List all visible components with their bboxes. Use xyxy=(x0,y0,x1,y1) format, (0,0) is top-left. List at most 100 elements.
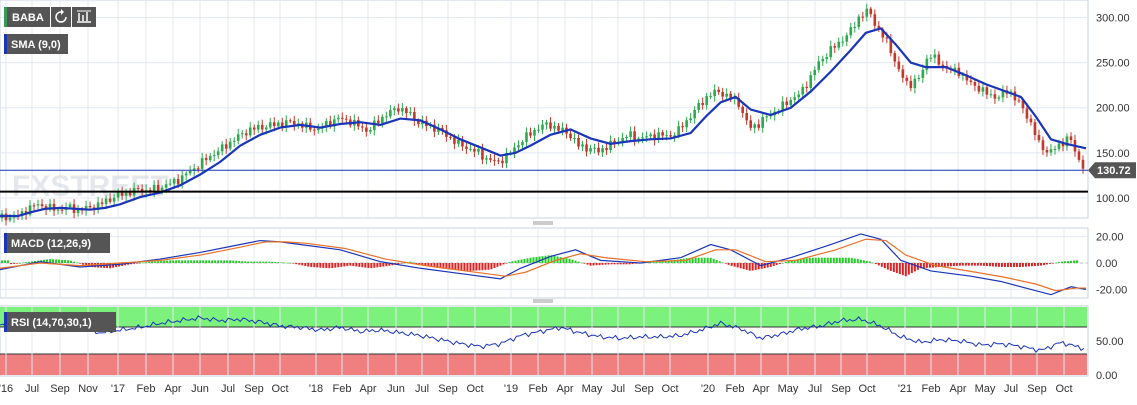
candle-body xyxy=(837,41,841,48)
panel-resize-handle[interactable] xyxy=(533,221,553,225)
macd-histogram-bar xyxy=(568,258,571,263)
macd-histogram-bar xyxy=(763,263,766,269)
macd-histogram-bar xyxy=(880,263,883,267)
macd-histogram-bar xyxy=(664,260,667,263)
candle-body xyxy=(248,127,252,136)
candle-body xyxy=(829,46,833,58)
candle-body xyxy=(192,168,196,171)
macd-histogram-bar xyxy=(856,259,859,263)
candle-body xyxy=(713,89,716,97)
macd-histogram-bar xyxy=(469,263,472,271)
candle-body xyxy=(196,168,200,170)
rsi-tick-label: 50.00 xyxy=(1096,336,1124,348)
macd-histogram-bar xyxy=(1063,261,1066,263)
candle-body xyxy=(56,209,60,211)
macd-histogram-bar xyxy=(595,263,598,266)
macd-histogram-bar xyxy=(961,263,964,266)
macd-histogram-bar xyxy=(7,260,10,263)
macd-histogram-bar xyxy=(526,258,529,263)
macd-histogram-bar xyxy=(163,260,166,263)
macd-histogram-bar xyxy=(574,260,577,263)
macd-histogram-bar xyxy=(784,262,787,263)
date-tick-label: Sep xyxy=(831,383,851,395)
panel-resize-handle[interactable] xyxy=(533,299,553,303)
chart-settings-icon[interactable] xyxy=(72,7,96,27)
candle-body xyxy=(28,205,32,215)
macd-histogram-bar xyxy=(157,261,160,263)
date-tick-label: Jun xyxy=(191,383,209,395)
macd-histogram-bar xyxy=(571,259,574,263)
candle-body xyxy=(649,134,652,137)
macd-histogram-bar xyxy=(1069,260,1072,263)
macd-histogram-bar xyxy=(622,263,625,265)
macd-histogram-bar xyxy=(1033,263,1036,267)
candle-body xyxy=(116,192,120,198)
macd-histogram-bar xyxy=(427,263,430,267)
candle-body xyxy=(757,124,760,128)
candle-body xyxy=(497,160,500,162)
price-tick-label: 200.00 xyxy=(1096,103,1130,115)
candle-body xyxy=(449,136,452,138)
macd-histogram-bar xyxy=(19,263,22,264)
last-price-value: 130.72 xyxy=(1097,165,1131,177)
macd-indicator-tag[interactable]: MACD (12,26,9) xyxy=(4,233,110,253)
candle-body xyxy=(244,133,248,136)
macd-histogram-bar xyxy=(742,263,745,270)
candle-body xyxy=(609,140,612,151)
macd-histogram-bar xyxy=(373,263,376,268)
rsi-indicator-tag[interactable]: RSI (14,70,30,1) xyxy=(4,312,116,332)
macd-histogram-bar xyxy=(244,261,247,263)
macd-histogram-bar xyxy=(136,263,139,264)
macd-histogram-bar xyxy=(349,263,352,266)
date-tick-label: '16 xyxy=(0,383,13,395)
candle-body xyxy=(897,61,901,70)
macd-histogram-bar xyxy=(838,257,841,263)
macd-histogram-bar xyxy=(589,263,592,266)
candle-body xyxy=(288,120,292,122)
macd-histogram-bar xyxy=(1036,263,1039,266)
macd-histogram-bar xyxy=(877,263,880,266)
candle-body xyxy=(104,198,108,204)
macd-histogram-bar xyxy=(670,260,673,263)
date-tick-label: Oct xyxy=(1055,383,1072,395)
macd-histogram-bar xyxy=(706,257,709,263)
price-tick-label: 250.00 xyxy=(1096,58,1130,70)
candle-body xyxy=(1077,151,1081,160)
macd-histogram-bar xyxy=(550,255,553,263)
macd-histogram-bar xyxy=(727,263,730,265)
candle-body xyxy=(981,87,985,92)
candle-body xyxy=(361,126,364,128)
macd-histogram-bar xyxy=(628,263,631,265)
macd-histogram-bar xyxy=(931,263,934,268)
macd-histogram-bar xyxy=(1051,263,1054,264)
macd-histogram-bar xyxy=(211,260,214,263)
candle-body xyxy=(561,127,564,131)
macd-histogram-bar xyxy=(964,263,967,266)
macd-histogram-bar xyxy=(814,257,817,263)
candle-body xyxy=(601,148,604,153)
macd-histogram-bar xyxy=(208,260,211,263)
macd-histogram-bar xyxy=(631,263,634,265)
macd-histogram-bar xyxy=(673,259,676,263)
macd-histogram-bar xyxy=(475,263,478,271)
macd-histogram-bar xyxy=(367,263,370,269)
macd-histogram-bar xyxy=(517,260,520,263)
macd-histogram-bar xyxy=(460,263,463,271)
macd-histogram-bar xyxy=(142,262,145,264)
refresh-icon[interactable] xyxy=(51,7,71,27)
candle-body xyxy=(341,117,344,119)
macd-histogram-bar xyxy=(457,263,460,271)
macd-histogram-bar xyxy=(25,262,28,263)
macd-histogram-bar xyxy=(256,261,259,263)
candle-body xyxy=(156,184,160,191)
sma-indicator-tag[interactable]: SMA (9,0) xyxy=(4,34,68,54)
macd-histogram-bar xyxy=(994,263,997,267)
macd-histogram-bar xyxy=(712,258,715,263)
candle-body xyxy=(985,87,989,95)
macd-histogram-bar xyxy=(175,260,178,263)
macd-histogram-bar xyxy=(409,261,412,263)
macd-histogram-bar xyxy=(262,261,265,263)
candle-body xyxy=(577,138,580,147)
